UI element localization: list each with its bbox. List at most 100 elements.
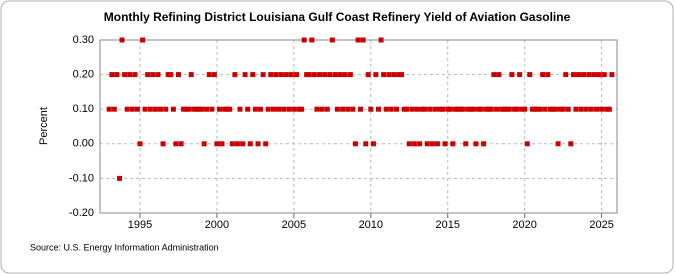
data-point	[186, 106, 192, 112]
data-point	[478, 106, 484, 112]
data-point	[288, 72, 294, 78]
data-point	[219, 141, 225, 147]
data-point	[301, 37, 307, 43]
data-point	[422, 106, 428, 112]
data-point	[337, 72, 343, 78]
data-point	[355, 37, 361, 43]
data-point	[119, 37, 125, 43]
data-point	[524, 141, 530, 147]
x-tick-label: 2015	[436, 219, 460, 231]
data-point	[214, 141, 220, 147]
data-point	[304, 72, 310, 78]
data-point	[504, 106, 510, 112]
data-point	[293, 72, 299, 78]
data-point	[350, 106, 356, 112]
data-point	[217, 106, 223, 112]
data-point	[114, 72, 120, 78]
data-point	[534, 106, 540, 112]
data-point	[173, 141, 179, 147]
x-tick-label: 2005	[282, 219, 306, 231]
data-point	[409, 106, 415, 112]
data-point	[529, 106, 535, 112]
data-point	[370, 141, 376, 147]
data-point	[240, 141, 246, 147]
data-point	[476, 106, 482, 112]
data-point	[434, 141, 440, 147]
data-point	[381, 72, 387, 78]
data-point	[406, 141, 412, 147]
data-point	[606, 106, 612, 112]
data-point	[122, 72, 128, 78]
data-point	[591, 72, 597, 78]
data-point	[181, 106, 187, 112]
data-point	[437, 106, 443, 112]
data-point	[347, 72, 353, 78]
data-point	[358, 106, 364, 112]
data-point	[199, 106, 205, 112]
data-point	[414, 106, 420, 112]
data-point	[242, 72, 248, 78]
data-point	[109, 72, 115, 78]
data-point	[373, 72, 379, 78]
data-point	[440, 106, 446, 112]
y-tick-label: 0.30	[73, 34, 94, 46]
data-point	[209, 106, 215, 112]
data-point	[168, 72, 174, 78]
data-point	[286, 106, 292, 112]
data-point	[155, 72, 161, 78]
data-point	[319, 106, 325, 112]
data-point	[514, 106, 520, 112]
data-point	[211, 72, 217, 78]
data-point	[170, 106, 176, 112]
data-point	[376, 106, 382, 112]
data-point	[147, 106, 153, 112]
data-point	[332, 72, 338, 78]
data-point	[427, 106, 433, 112]
data-point	[268, 72, 274, 78]
data-point	[334, 106, 340, 112]
data-point	[232, 72, 238, 78]
data-point	[317, 72, 323, 78]
data-point	[137, 141, 143, 147]
data-point	[509, 72, 515, 78]
data-point	[132, 72, 138, 78]
data-point	[450, 141, 456, 147]
data-point	[345, 106, 351, 112]
data-point	[494, 106, 500, 112]
data-point	[142, 106, 148, 112]
data-point	[601, 72, 607, 78]
data-point	[229, 141, 235, 147]
data-point	[429, 141, 435, 147]
data-point	[227, 106, 233, 112]
data-point	[470, 106, 476, 112]
x-tick-label: 2000	[205, 219, 229, 231]
data-point	[234, 141, 240, 147]
source-note: Source: U.S. Energy Information Administ…	[30, 242, 219, 252]
y-axis-label: Percent	[38, 107, 50, 145]
data-point	[299, 106, 305, 112]
data-point	[283, 72, 289, 78]
data-point	[257, 106, 263, 112]
data-point	[134, 106, 140, 112]
data-point	[578, 106, 584, 112]
data-point	[573, 106, 579, 112]
data-point	[481, 141, 487, 147]
data-point	[483, 106, 489, 112]
data-point	[106, 106, 112, 112]
data-point	[586, 72, 592, 78]
data-point	[537, 106, 543, 112]
data-point	[255, 141, 261, 147]
data-point	[273, 72, 279, 78]
data-point	[188, 72, 194, 78]
data-point	[152, 106, 158, 112]
data-point	[291, 106, 297, 112]
data-point	[488, 106, 494, 112]
data-point	[552, 106, 558, 112]
data-point	[206, 72, 212, 78]
data-point	[558, 106, 564, 112]
data-point	[365, 72, 371, 78]
data-point	[160, 141, 166, 147]
data-point	[201, 141, 207, 147]
data-point	[342, 72, 348, 78]
